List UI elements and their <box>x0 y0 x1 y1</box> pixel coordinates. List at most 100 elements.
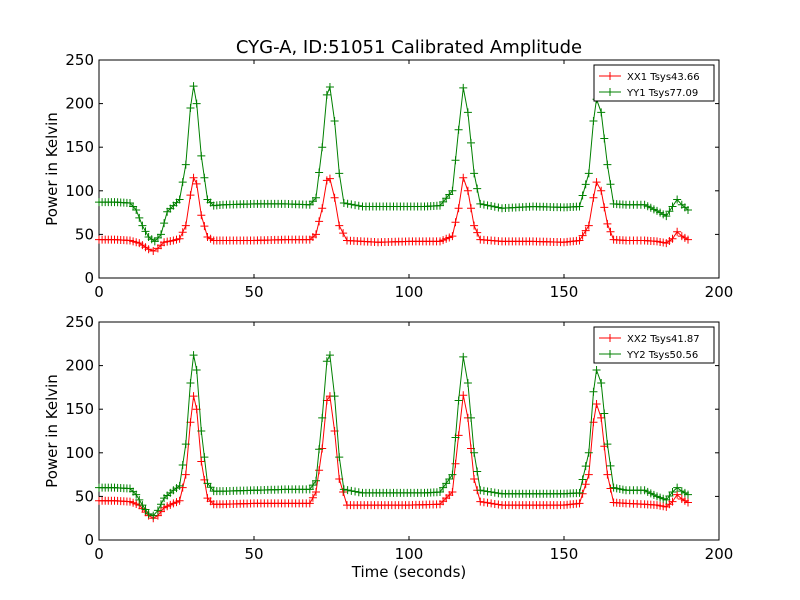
x-tick-label: 150 <box>550 283 579 301</box>
data-point <box>325 174 334 183</box>
data-point <box>467 204 475 213</box>
data-point <box>581 226 590 235</box>
data-point <box>149 246 158 255</box>
data-point <box>575 236 584 245</box>
plot-marks <box>95 351 692 523</box>
legend-label: XX2 Tsys41.87 <box>627 334 700 345</box>
data-point <box>448 470 457 479</box>
data-point <box>157 230 165 239</box>
data-point <box>181 221 190 230</box>
data-point <box>668 488 677 497</box>
data-point <box>470 221 479 230</box>
data-point <box>684 498 692 507</box>
data-point <box>454 204 463 213</box>
data-point <box>315 466 324 475</box>
data-point <box>581 180 590 189</box>
data-point <box>581 462 590 471</box>
data-point <box>157 500 165 509</box>
data-point <box>132 205 141 214</box>
data-point <box>673 490 682 499</box>
data-point <box>448 186 457 195</box>
data-point <box>597 108 606 117</box>
data-point <box>312 193 320 202</box>
x-tick-label: 150 <box>550 545 579 563</box>
data-point <box>575 499 584 508</box>
y-tick-label: 200 <box>65 95 94 113</box>
data-point <box>463 186 472 195</box>
data-point <box>200 453 209 462</box>
data-point <box>584 470 593 479</box>
data-point <box>668 202 677 211</box>
data-point <box>459 391 468 400</box>
subplot-top: CYG-A, ID:51051 Calibrated Amplitude 0 50… <box>43 37 733 301</box>
data-point <box>339 485 348 494</box>
data-point <box>186 379 195 388</box>
data-point <box>305 499 314 508</box>
chart-title: CYG-A, ID:51051 Calibrated Amplitude <box>236 37 582 58</box>
data-point <box>487 202 496 211</box>
y-tick-label: 50 <box>75 225 94 243</box>
legend-box <box>593 64 715 102</box>
data-point <box>318 413 327 422</box>
data-point <box>312 476 320 485</box>
data-point <box>436 488 444 497</box>
data-point <box>448 232 457 241</box>
data-point <box>135 213 144 222</box>
data-point <box>578 191 587 200</box>
data-point <box>463 379 472 388</box>
data-point <box>197 457 206 466</box>
data-point <box>189 392 198 401</box>
data-point <box>589 117 598 126</box>
data-point <box>603 160 612 169</box>
y-tick-label: 0 <box>84 531 94 549</box>
data-point <box>189 82 198 91</box>
y-tick-label: 200 <box>65 357 94 375</box>
data-point <box>467 413 475 422</box>
y-tick-label: 50 <box>75 487 94 505</box>
x-tick-label: 200 <box>705 283 734 301</box>
data-point <box>318 143 327 152</box>
data-point <box>318 204 327 213</box>
data-point <box>178 178 187 187</box>
data-point <box>673 227 682 236</box>
data-point <box>354 488 363 497</box>
data-point <box>335 221 344 230</box>
data-point <box>668 234 677 243</box>
y-tick-label: 100 <box>65 182 94 200</box>
data-point <box>192 99 201 108</box>
data-point <box>322 90 331 99</box>
data-point <box>597 379 606 388</box>
data-point <box>473 228 482 237</box>
data-point <box>589 387 598 396</box>
data-point <box>578 231 587 240</box>
legend-marker <box>606 72 614 80</box>
data-point <box>322 396 331 405</box>
data-point <box>175 481 184 490</box>
data-point <box>589 193 598 202</box>
data-point <box>603 440 612 449</box>
data-point <box>351 487 360 496</box>
data-point <box>347 200 356 209</box>
data-point <box>459 83 468 92</box>
data-point <box>312 488 320 497</box>
legend-label: XX1 Tsys43.66 <box>627 72 700 83</box>
data-point <box>141 505 150 514</box>
data-point <box>330 392 339 401</box>
data-point <box>178 228 187 237</box>
data-point <box>470 474 479 483</box>
data-point <box>479 498 488 507</box>
data-point <box>325 83 334 92</box>
data-point <box>603 470 612 479</box>
data-point <box>668 497 677 506</box>
data-point <box>603 219 612 228</box>
data-point <box>592 399 601 408</box>
data-point <box>470 169 479 178</box>
legend-label: YY1 Tsys77.09 <box>626 88 698 99</box>
data-point <box>330 117 339 126</box>
data-point <box>197 427 206 435</box>
data-point <box>581 480 590 489</box>
data-point <box>665 207 674 216</box>
data-point <box>575 202 584 211</box>
data-point <box>673 483 682 492</box>
